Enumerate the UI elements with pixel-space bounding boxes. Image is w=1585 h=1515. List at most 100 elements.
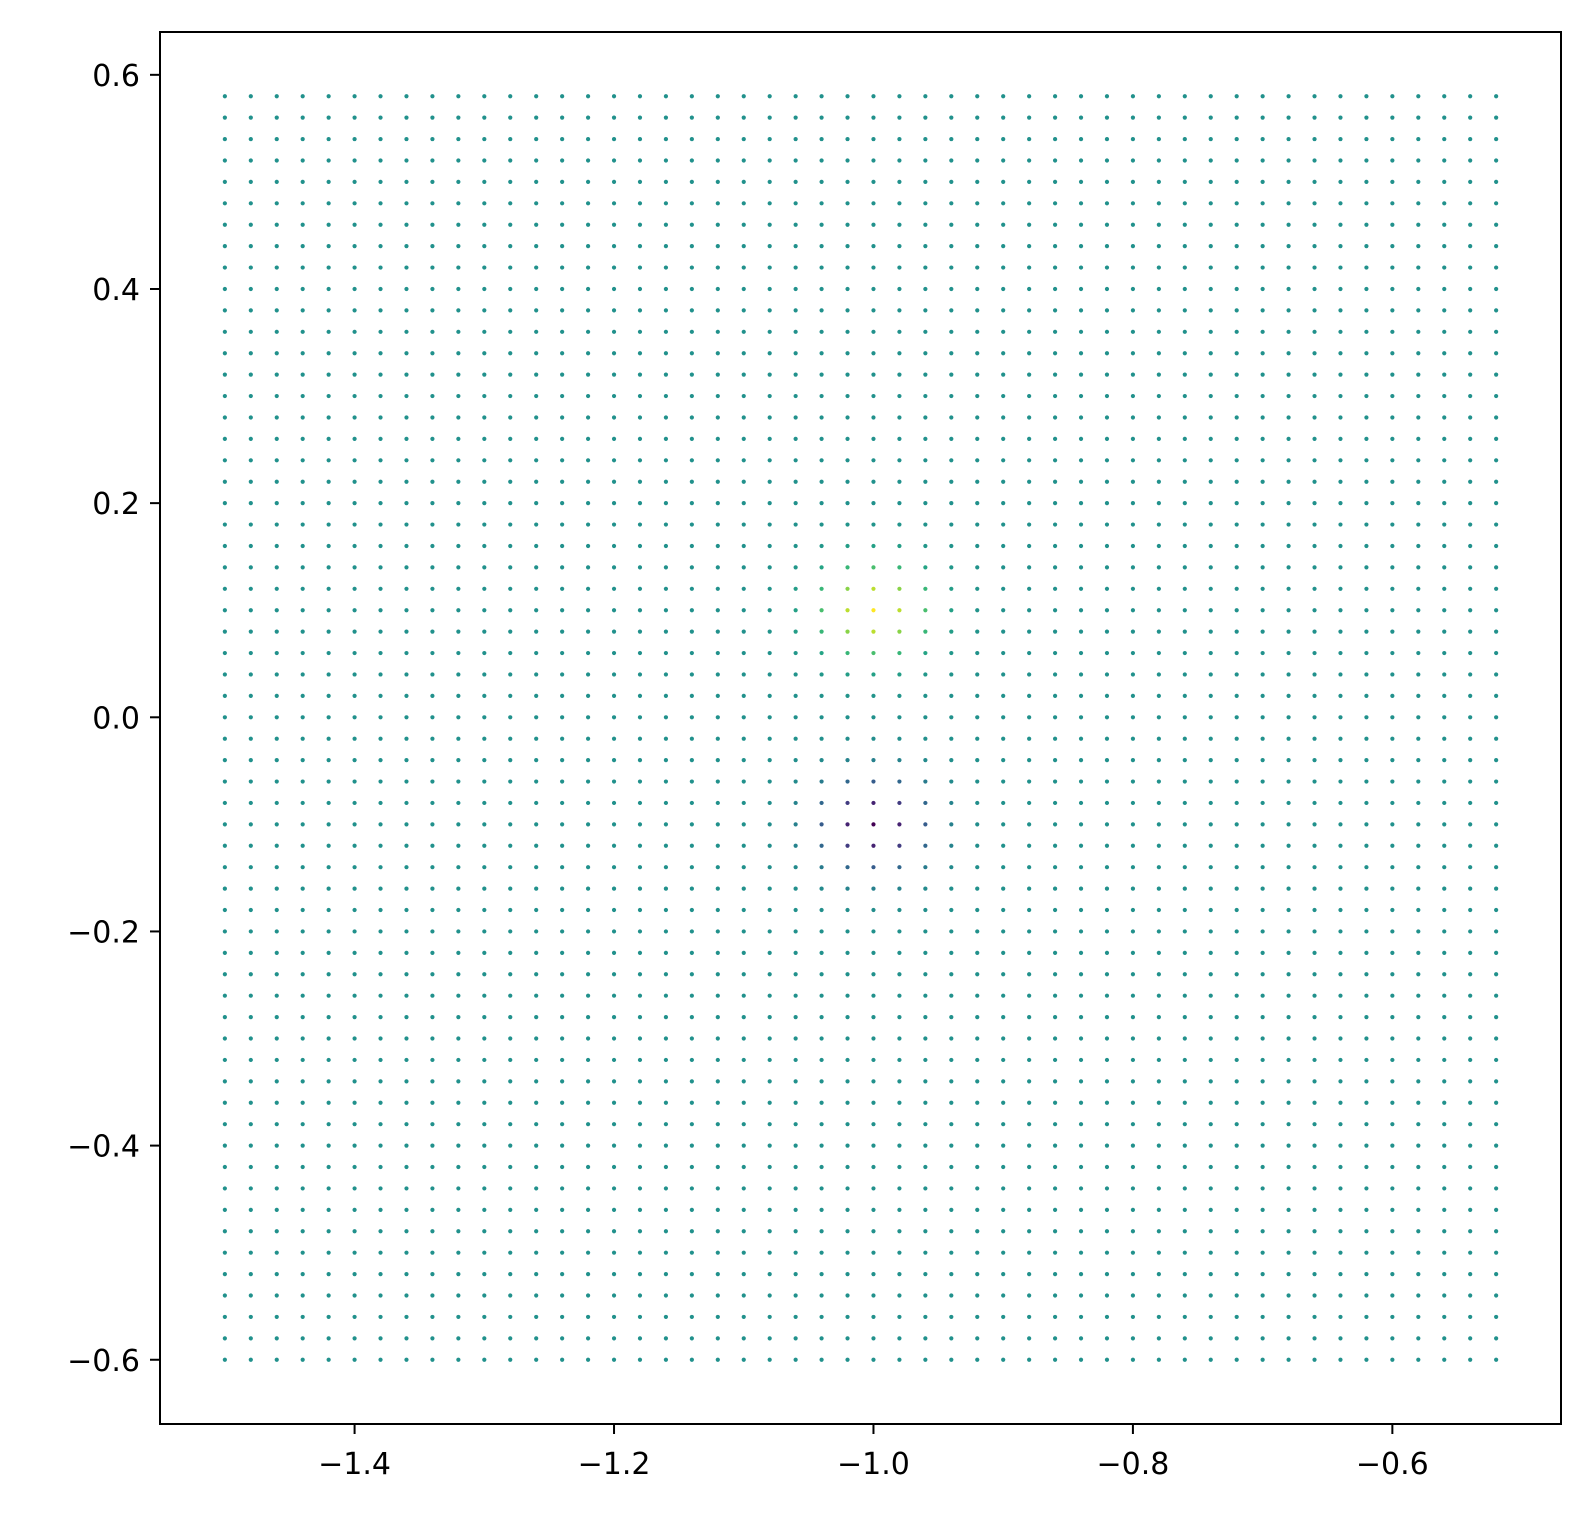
- scatter-point: [611, 522, 617, 527]
- scatter-point: [1390, 329, 1395, 334]
- scatter-point: [456, 779, 461, 784]
- scatter-point: [1182, 1271, 1187, 1277]
- scatter-point: [741, 1079, 746, 1084]
- scatter-point: [845, 929, 850, 934]
- scatter-point: [352, 1271, 357, 1277]
- scatter-point: [819, 179, 824, 185]
- scatter-point: [611, 94, 617, 99]
- scatter-point: [1027, 1186, 1032, 1191]
- scatter-point: [456, 329, 461, 334]
- scatter-point: [456, 1079, 461, 1084]
- scatter-point: [1104, 715, 1110, 720]
- scatter-point: [1052, 779, 1058, 784]
- scatter-point: [1338, 351, 1343, 356]
- scatter-point: [378, 1079, 383, 1084]
- scatter-point: [1078, 1250, 1084, 1255]
- scatter-point: [793, 1057, 798, 1063]
- scatter-point: [1001, 972, 1006, 977]
- scatter-point: [1027, 586, 1032, 591]
- scatter-point: [819, 1036, 824, 1041]
- scatter-point: [1468, 586, 1473, 591]
- scatter-point: [663, 415, 669, 420]
- scatter-point: [326, 94, 331, 99]
- scatter-point: [1104, 115, 1110, 120]
- scatter-point: [326, 458, 331, 463]
- scatter-point: [248, 158, 253, 163]
- scatter-point: [1027, 1100, 1032, 1105]
- scatter-point: [871, 950, 876, 955]
- scatter-point: [741, 522, 746, 527]
- scatter-point: [871, 1293, 876, 1298]
- scatter-point: [585, 1357, 591, 1362]
- scatter-point: [404, 865, 409, 870]
- scatter-point: [1182, 329, 1187, 334]
- scatter-point: [326, 950, 331, 955]
- scatter-point: [300, 950, 305, 955]
- scatter-point: [1416, 479, 1421, 484]
- scatter-point: [1338, 822, 1343, 827]
- scatter-point: [663, 1164, 669, 1170]
- scatter-point: [611, 715, 617, 720]
- scatter-point: [560, 115, 565, 120]
- scatter-point: [1001, 929, 1006, 934]
- scatter-point: [404, 843, 409, 848]
- scatter-point: [793, 1207, 798, 1212]
- scatter-point: [1442, 1357, 1447, 1362]
- scatter-point: [767, 843, 772, 848]
- scatter-point: [378, 1357, 383, 1362]
- scatter-point: [897, 972, 902, 977]
- scatter-point: [1234, 265, 1239, 270]
- scatter-point: [1286, 1336, 1291, 1341]
- scatter-point: [1052, 1057, 1058, 1063]
- scatter-point: [1234, 1314, 1239, 1320]
- scatter-point: [482, 1143, 487, 1148]
- scatter-point: [611, 1229, 617, 1234]
- scatter-point: [300, 158, 305, 163]
- scatter-point: [949, 1122, 954, 1127]
- scatter-point: [1052, 1250, 1058, 1255]
- scatter-point: [663, 1293, 669, 1298]
- scatter-point: [1260, 201, 1265, 206]
- scatter-point: [1001, 222, 1006, 227]
- scatter-point: [741, 715, 746, 720]
- scatter-point: [1156, 1207, 1161, 1212]
- scatter-point: [1052, 1357, 1058, 1362]
- scatter-point: [741, 1293, 746, 1298]
- scatter-point: [534, 693, 539, 698]
- scatter-point: [845, 907, 850, 913]
- scatter-point: [715, 865, 720, 870]
- scatter-point: [1390, 436, 1395, 441]
- scatter-point: [585, 479, 591, 484]
- scatter-point: [845, 993, 850, 998]
- scatter-point: [1052, 1079, 1058, 1084]
- scatter-point: [378, 1186, 383, 1191]
- scatter-point: [1286, 907, 1291, 913]
- scatter-point: [741, 950, 746, 955]
- scatter-point: [689, 608, 694, 613]
- scatter-point: [1182, 1164, 1187, 1170]
- scatter-point: [1104, 886, 1110, 891]
- scatter-point: [689, 351, 694, 356]
- scatter-point: [534, 329, 539, 334]
- scatter-point: [689, 393, 694, 399]
- scatter-point: [793, 736, 798, 741]
- scatter-point: [560, 1229, 565, 1234]
- scatter-point: [560, 865, 565, 870]
- scatter-point: [663, 586, 669, 591]
- scatter-point: [975, 222, 980, 227]
- scatter-point: [663, 950, 669, 955]
- scatter-point: [1416, 1229, 1421, 1234]
- scatter-point: [248, 1293, 253, 1298]
- scatter-point: [300, 265, 305, 270]
- scatter-point: [1442, 501, 1447, 506]
- scatter-point: [1364, 929, 1369, 934]
- scatter-point: [222, 1357, 227, 1362]
- scatter-point: [923, 201, 928, 206]
- scatter-point: [1312, 629, 1317, 634]
- scatter-point: [1156, 543, 1161, 549]
- scatter-point: [1260, 1207, 1265, 1212]
- scatter-point: [508, 479, 513, 484]
- scatter-point: [637, 779, 643, 784]
- scatter-point: [1234, 758, 1239, 763]
- scatter-point: [1208, 672, 1213, 677]
